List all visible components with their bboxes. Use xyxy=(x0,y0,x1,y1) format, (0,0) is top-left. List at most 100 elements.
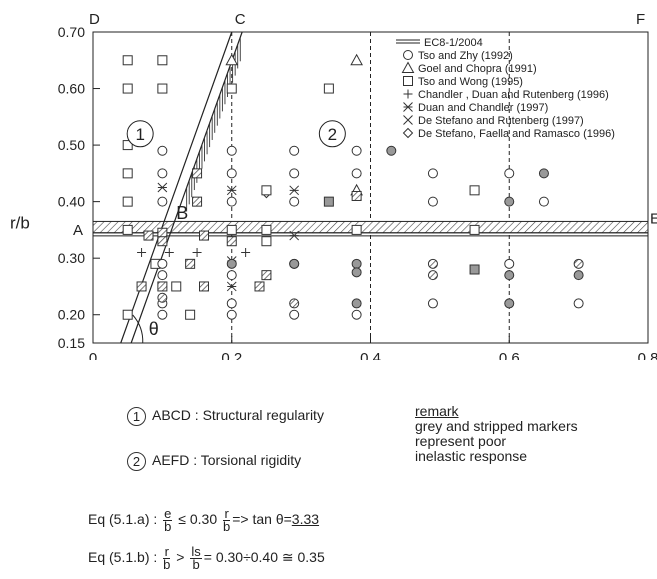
label-a: A xyxy=(73,222,83,239)
data-point-circle xyxy=(157,270,168,281)
data-point-circle-grey xyxy=(504,196,515,207)
data-point-circle-hatch xyxy=(157,292,168,303)
data-point-star xyxy=(157,182,168,193)
y-tick-label: 0.30 xyxy=(58,250,85,266)
x-tick-label: 0.8 xyxy=(638,350,657,360)
legend-marker-x xyxy=(403,115,413,125)
data-point-square-hatch xyxy=(143,230,154,241)
label-b: B xyxy=(176,203,188,223)
region-2-circle xyxy=(318,120,346,148)
data-point-circle-hatch xyxy=(573,258,584,269)
data-point-circle-grey xyxy=(504,298,515,309)
data-point-circle-grey xyxy=(351,267,362,278)
x-tick-label: 0.4 xyxy=(360,350,381,360)
data-point-plus xyxy=(192,248,202,258)
data-point-circle xyxy=(226,309,237,320)
legend-entry-label: Duan and Chandler (1997) xyxy=(418,102,548,114)
hatched-limit-band xyxy=(92,220,649,234)
scatter-chart: 0.15 0.20 0.30 0.40 0.50 0.60 0.70 0 0.2 0.4 0.6 0.… xyxy=(10,11,657,360)
data-point-square-hatch xyxy=(199,230,209,241)
eq-b-suffix: = 0.30÷0.40 ≅ 0.35 xyxy=(203,549,325,566)
data-point-circle xyxy=(351,145,362,156)
incline-line-1 xyxy=(120,31,233,344)
data-point-circle xyxy=(226,145,237,156)
data-point-square xyxy=(122,168,133,179)
data-point-circle xyxy=(157,309,168,320)
eq-a-suffix: => tan θ= xyxy=(232,511,292,528)
data-point-triangle xyxy=(225,53,239,66)
remark-line-2: represent poor xyxy=(415,433,507,449)
data-point-circle xyxy=(573,298,584,309)
legend-marker-square xyxy=(403,76,413,86)
data-point-square xyxy=(261,236,272,247)
legend-marker-circle xyxy=(403,50,413,60)
data-point-square xyxy=(261,224,272,235)
data-point-circle xyxy=(351,168,362,179)
data-point-circle xyxy=(289,145,300,156)
data-point-circle xyxy=(504,258,515,269)
data-point-square xyxy=(351,224,362,235)
remark-line-3: inelastic response xyxy=(415,448,528,464)
data-point-circle-grey xyxy=(538,168,549,179)
legend-marker-diamond xyxy=(402,127,414,139)
data-point-circle-grey xyxy=(504,270,515,281)
data-point-square-hatch xyxy=(199,281,209,292)
remark-line-1: grey and stripped markers xyxy=(415,418,578,434)
eq-b-frac2-den: b xyxy=(192,557,200,572)
data-point-square xyxy=(122,140,133,151)
limit-band-layer xyxy=(92,31,649,344)
x-tick-label: 0.6 xyxy=(499,350,520,360)
legend-entry-label: Chandler , Duan and Rutenberg (1996) xyxy=(418,89,609,101)
data-point-circle xyxy=(427,168,438,179)
data-point-circle xyxy=(157,258,168,269)
data-point-square-hatch xyxy=(157,236,168,247)
region-2-label: 2 xyxy=(328,125,337,144)
legend-marker-star xyxy=(403,102,413,112)
data-point-square-hatch xyxy=(226,236,237,247)
y-tick-label: 0.60 xyxy=(58,81,85,97)
data-point-circle-hatch xyxy=(427,258,438,269)
region-1-label: 1 xyxy=(135,125,144,144)
data-point-square xyxy=(122,55,133,66)
legend-entry-label: Goel and Chopra (1991) xyxy=(418,63,537,75)
eq-b-frac1-den: b xyxy=(163,557,171,572)
x-tick-label: 0 xyxy=(89,350,97,360)
data-point-star xyxy=(226,281,237,292)
eq-b-frac2-num: ls xyxy=(190,544,202,559)
data-point-circle xyxy=(538,196,549,207)
label-c: C xyxy=(235,11,246,28)
data-point-circle xyxy=(289,196,300,207)
region1-number: 1 xyxy=(127,407,146,426)
y-tick-label: 0.40 xyxy=(58,194,85,210)
data-point-square-hatch xyxy=(157,281,168,292)
data-point-star xyxy=(226,185,237,196)
data-point-square-hatch xyxy=(136,281,147,292)
eq-a-prefix: Eq (5.1.a) : xyxy=(88,511,162,528)
theta-arc xyxy=(132,314,144,344)
remark-block: remark grey and stripped markers represe… xyxy=(415,404,578,464)
data-point-circle xyxy=(226,270,237,281)
data-point-triangle xyxy=(350,53,363,66)
data-point-plus xyxy=(164,248,174,258)
data-point-circle xyxy=(157,196,168,207)
x-tick-label: 0.2 xyxy=(221,350,242,360)
data-point-circle xyxy=(157,145,168,156)
label-d: D xyxy=(89,11,100,28)
data-point-circle xyxy=(504,168,515,179)
axes-layer: 0.15 0.20 0.30 0.40 0.50 0.60 0.70 0 0.2 0.4 0.6 0.… xyxy=(10,24,657,360)
legend-entry-label: Tso and Zhy (1992) xyxy=(418,50,513,62)
region2-number: 2 xyxy=(127,452,146,471)
data-point-circle xyxy=(427,196,438,207)
data-point-circle xyxy=(427,298,438,309)
legend-entry-label: De Stefano, Faella and Ramasco (1996) xyxy=(418,128,615,140)
legend-entry-label: Tso and Wong (1995) xyxy=(418,76,523,88)
legend-entry-label: De Stefano and Rutenberg (1997) xyxy=(418,115,584,127)
eq-a-frac1-num: e xyxy=(163,506,173,521)
data-point-circle-grey xyxy=(351,258,362,269)
legend-marker-plus xyxy=(403,89,413,99)
eq-a-value: 3.33 xyxy=(291,511,320,528)
data-point-circle-grey xyxy=(573,270,584,281)
legend-marker-double-line xyxy=(396,39,420,44)
